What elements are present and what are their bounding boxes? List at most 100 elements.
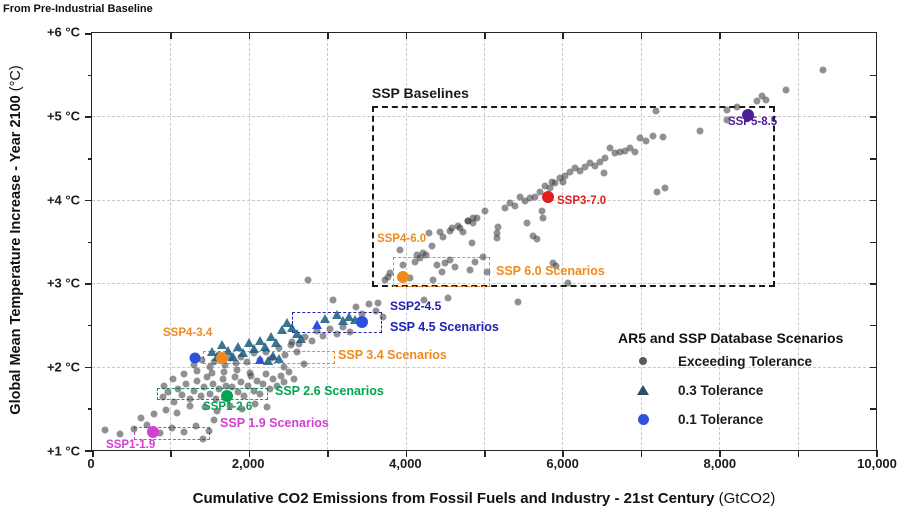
scatter-point [208,369,216,377]
scatter-point [234,388,242,396]
scatter-point [601,154,609,162]
scatter-point-triangle [243,338,254,348]
scatter-point [425,229,433,237]
y-axis-tick-right [870,74,876,77]
legend-item-label: 0.3 Tolerance [678,382,764,398]
scatter-point [420,296,428,304]
gridline-vertical [797,33,799,450]
scatter-point [526,194,534,202]
legend-item-exceeding-tolerance: Exceeding Tolerance [598,347,870,375]
scatter-point-triangle [350,314,361,324]
scatter-point [333,330,341,338]
scatter-point [209,380,217,388]
scatter-point [210,358,218,366]
scatter-point [446,256,454,264]
scatter-point [374,299,382,307]
scatter-point [438,268,446,276]
scatter-point [237,378,245,386]
x-axis-tick-top [719,33,721,39]
scatter-point [529,232,537,240]
gridline-vertical [170,33,172,450]
scatter-point [130,425,138,433]
x-axis-tick-top [797,33,800,39]
scatter-point [494,223,502,231]
scatter-point [290,375,298,383]
scatter-point [150,410,158,418]
scatter-point [531,193,539,201]
scatter-point [201,403,209,411]
triangle-marker-icon [630,385,656,395]
scatter-point [566,168,574,176]
scatter-point [758,92,766,100]
scatter-point [222,382,230,390]
scatter-point [162,406,170,414]
scatter-point-triangle [222,345,233,355]
x-axis-tick [876,450,878,457]
scatter-point [156,429,164,437]
scatter-point [186,402,194,410]
scatter-point-triangle [331,309,342,319]
scatter-point [174,385,182,393]
scatter-point [723,116,731,124]
scatter-point [285,368,293,376]
y-axis-tick-right [870,366,876,369]
scatter-point [219,375,227,383]
scatter-point [295,340,303,348]
gridline-horizontal [92,116,876,118]
x-axis-tick [719,450,721,457]
scatter-point [464,217,472,225]
scatter-point [213,407,221,415]
scatter-point [182,380,190,388]
scatter-point [581,163,589,171]
scatter-point [782,86,790,94]
scatter-point-triangle [271,338,282,348]
scatter-point [232,359,240,367]
scatter-point [469,219,477,227]
scenario-marker-SSP1-2.6 [220,389,233,402]
x-axis-tick [327,450,329,457]
blue-circle-icon [630,413,656,425]
x-axis-tick-top [248,33,251,39]
scatter-point [483,268,491,276]
scatter-point [339,323,347,331]
scenario-marker-SSP1-1.9 [147,425,160,438]
y-axis-tick [85,33,92,35]
scatter-point [259,380,267,388]
scatter-point [190,361,198,369]
scatter-point [244,382,252,390]
scatter-point [116,430,124,438]
scenario-marker-SSP3-7.0 [541,191,554,204]
scenario-marker-SSP4-6.0 [397,270,410,283]
x-axis-tick [797,450,800,457]
x-axis-tick [562,450,564,457]
gridline-vertical [640,33,642,450]
scatter-point [444,294,452,302]
x-tick-label: 2,000 [231,456,265,471]
gridline-horizontal [92,283,876,285]
scatter-point [636,134,644,142]
scatter-point [263,403,271,411]
scatter-point [215,385,223,393]
scatter-point [631,148,639,156]
scatter-point [586,159,594,167]
scatter-point [262,348,270,356]
scatter-point [541,182,549,190]
scatter-point [626,144,634,152]
scatter-point [552,262,560,270]
scatter-point [546,184,554,192]
gray-dot-icon [630,357,656,365]
scatter-point [386,269,394,277]
y-axis-tick-labels: +1 °C +2 °C +3 °C +4 °C +5 °C +6 °C [0,25,84,459]
scatter-point-triangle [282,318,293,328]
scatter-point [190,387,198,395]
x-axis-tick-top [640,33,643,39]
scatter-point [253,377,261,385]
y-axis-tick [88,158,92,160]
y-axis-tick [88,241,92,243]
scatter-point [197,392,205,400]
scatter-point [192,422,200,430]
scatter-point [246,369,254,377]
y-axis-tick-right [870,199,876,202]
gridline-horizontal [92,366,876,368]
x-axis-tick [248,450,251,457]
